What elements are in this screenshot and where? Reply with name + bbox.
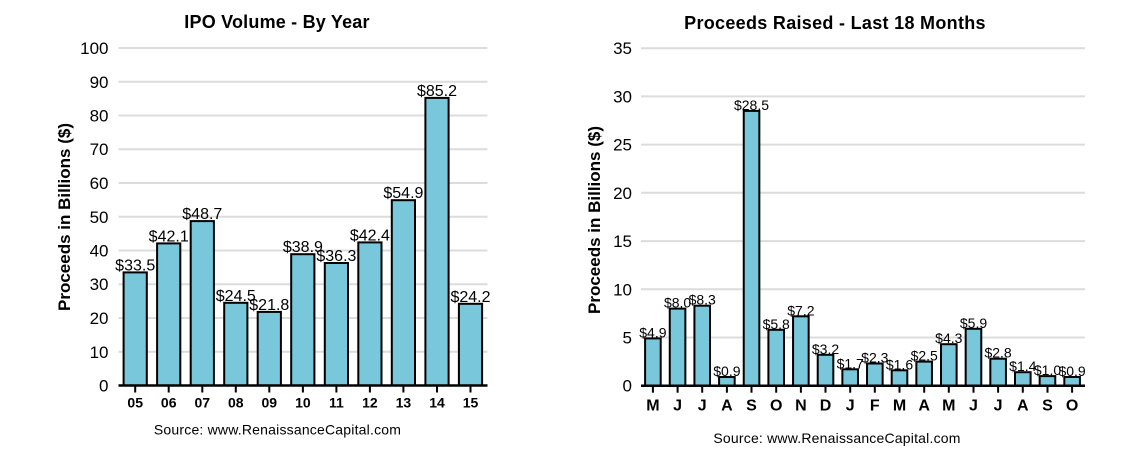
svg-text:14: 14: [429, 395, 445, 411]
svg-text:M: M: [646, 398, 659, 415]
svg-text:$24.2: $24.2: [450, 289, 490, 306]
svg-text:$4.9: $4.9: [639, 324, 666, 340]
svg-text:IPO Volume - By Year: IPO Volume - By Year: [184, 12, 369, 32]
svg-text:80: 80: [90, 107, 109, 126]
svg-text:$2.3: $2.3: [861, 350, 888, 366]
svg-text:$85.2: $85.2: [417, 83, 457, 100]
svg-text:90: 90: [90, 73, 109, 92]
svg-text:10: 10: [90, 343, 109, 362]
svg-text:20: 20: [613, 184, 632, 203]
svg-text:10: 10: [613, 280, 632, 299]
svg-text:Source: www.RenaissanceCapital: Source: www.RenaissanceCapital.com: [713, 430, 960, 446]
svg-text:$5.8: $5.8: [763, 316, 790, 332]
svg-text:70: 70: [90, 140, 109, 159]
svg-text:60: 60: [90, 174, 109, 193]
svg-text:40: 40: [90, 242, 109, 261]
svg-text:J: J: [994, 398, 1003, 415]
svg-text:$0.9: $0.9: [1058, 363, 1085, 379]
svg-text:$36.3: $36.3: [316, 248, 356, 265]
svg-text:Source: www.RenaissanceCapital: Source: www.RenaissanceCapital.com: [154, 422, 401, 438]
svg-text:O: O: [770, 398, 782, 415]
svg-text:08: 08: [228, 395, 244, 411]
svg-text:30: 30: [613, 87, 632, 106]
svg-text:13: 13: [396, 395, 412, 411]
svg-text:10: 10: [295, 395, 311, 411]
svg-text:35: 35: [613, 39, 632, 58]
svg-text:F: F: [870, 398, 880, 415]
svg-text:A: A: [721, 398, 733, 415]
svg-text:25: 25: [613, 136, 632, 155]
svg-text:$21.8: $21.8: [249, 297, 289, 314]
svg-text:S: S: [1042, 398, 1053, 415]
svg-text:$24.5: $24.5: [216, 288, 256, 305]
svg-text:05: 05: [127, 395, 143, 411]
svg-text:$28.5: $28.5: [734, 97, 769, 113]
svg-text:A: A: [918, 398, 930, 415]
svg-text:$5.9: $5.9: [960, 315, 987, 331]
svg-text:$7.2: $7.2: [787, 302, 814, 318]
svg-text:D: D: [820, 398, 832, 415]
svg-text:$38.9: $38.9: [283, 239, 323, 256]
svg-text:S: S: [746, 398, 757, 415]
svg-text:$33.5: $33.5: [115, 257, 155, 274]
svg-text:O: O: [1066, 398, 1078, 415]
svg-text:$1.6: $1.6: [886, 356, 913, 372]
svg-text:20: 20: [90, 309, 109, 328]
svg-text:$54.9: $54.9: [383, 185, 423, 202]
svg-text:5: 5: [623, 329, 632, 348]
svg-text:N: N: [795, 398, 807, 415]
svg-text:M: M: [942, 398, 955, 415]
svg-text:0: 0: [623, 377, 632, 396]
svg-text:$1.7: $1.7: [837, 355, 864, 371]
svg-text:$1.4: $1.4: [1009, 358, 1036, 374]
svg-text:J: J: [698, 398, 707, 415]
svg-text:Proceeds in Billions ($): Proceeds in Billions ($): [55, 123, 74, 311]
svg-text:J: J: [673, 398, 682, 415]
svg-text:$1.0: $1.0: [1034, 362, 1061, 378]
svg-text:M: M: [893, 398, 906, 415]
svg-text:$8.0: $8.0: [664, 295, 691, 311]
svg-text:15: 15: [613, 232, 632, 251]
svg-text:Proceeds Raised - Last 18 Mont: Proceeds Raised - Last 18 Months: [684, 13, 986, 33]
svg-text:06: 06: [161, 395, 177, 411]
svg-text:$0.9: $0.9: [713, 363, 740, 379]
svg-text:J: J: [969, 398, 978, 415]
svg-text:09: 09: [262, 395, 278, 411]
svg-text:A: A: [1017, 398, 1029, 415]
svg-text:11: 11: [329, 395, 344, 411]
svg-text:$48.7: $48.7: [182, 206, 222, 223]
svg-text:12: 12: [362, 395, 378, 411]
svg-text:J: J: [846, 398, 855, 415]
svg-text:$3.2: $3.2: [812, 341, 839, 357]
svg-text:0: 0: [99, 377, 108, 396]
svg-text:Proceeds in Billions ($): Proceeds in Billions ($): [585, 126, 604, 314]
svg-text:07: 07: [195, 395, 211, 411]
svg-text:50: 50: [90, 208, 109, 227]
svg-text:$42.4: $42.4: [350, 227, 390, 244]
svg-text:$2.8: $2.8: [984, 345, 1011, 361]
svg-text:$4.3: $4.3: [935, 330, 962, 346]
svg-text:100: 100: [80, 39, 108, 58]
svg-text:$42.1: $42.1: [149, 228, 189, 245]
svg-text:$8.3: $8.3: [689, 292, 716, 308]
svg-text:$2.5: $2.5: [911, 348, 938, 364]
svg-text:30: 30: [90, 275, 109, 294]
svg-text:15: 15: [463, 395, 479, 411]
